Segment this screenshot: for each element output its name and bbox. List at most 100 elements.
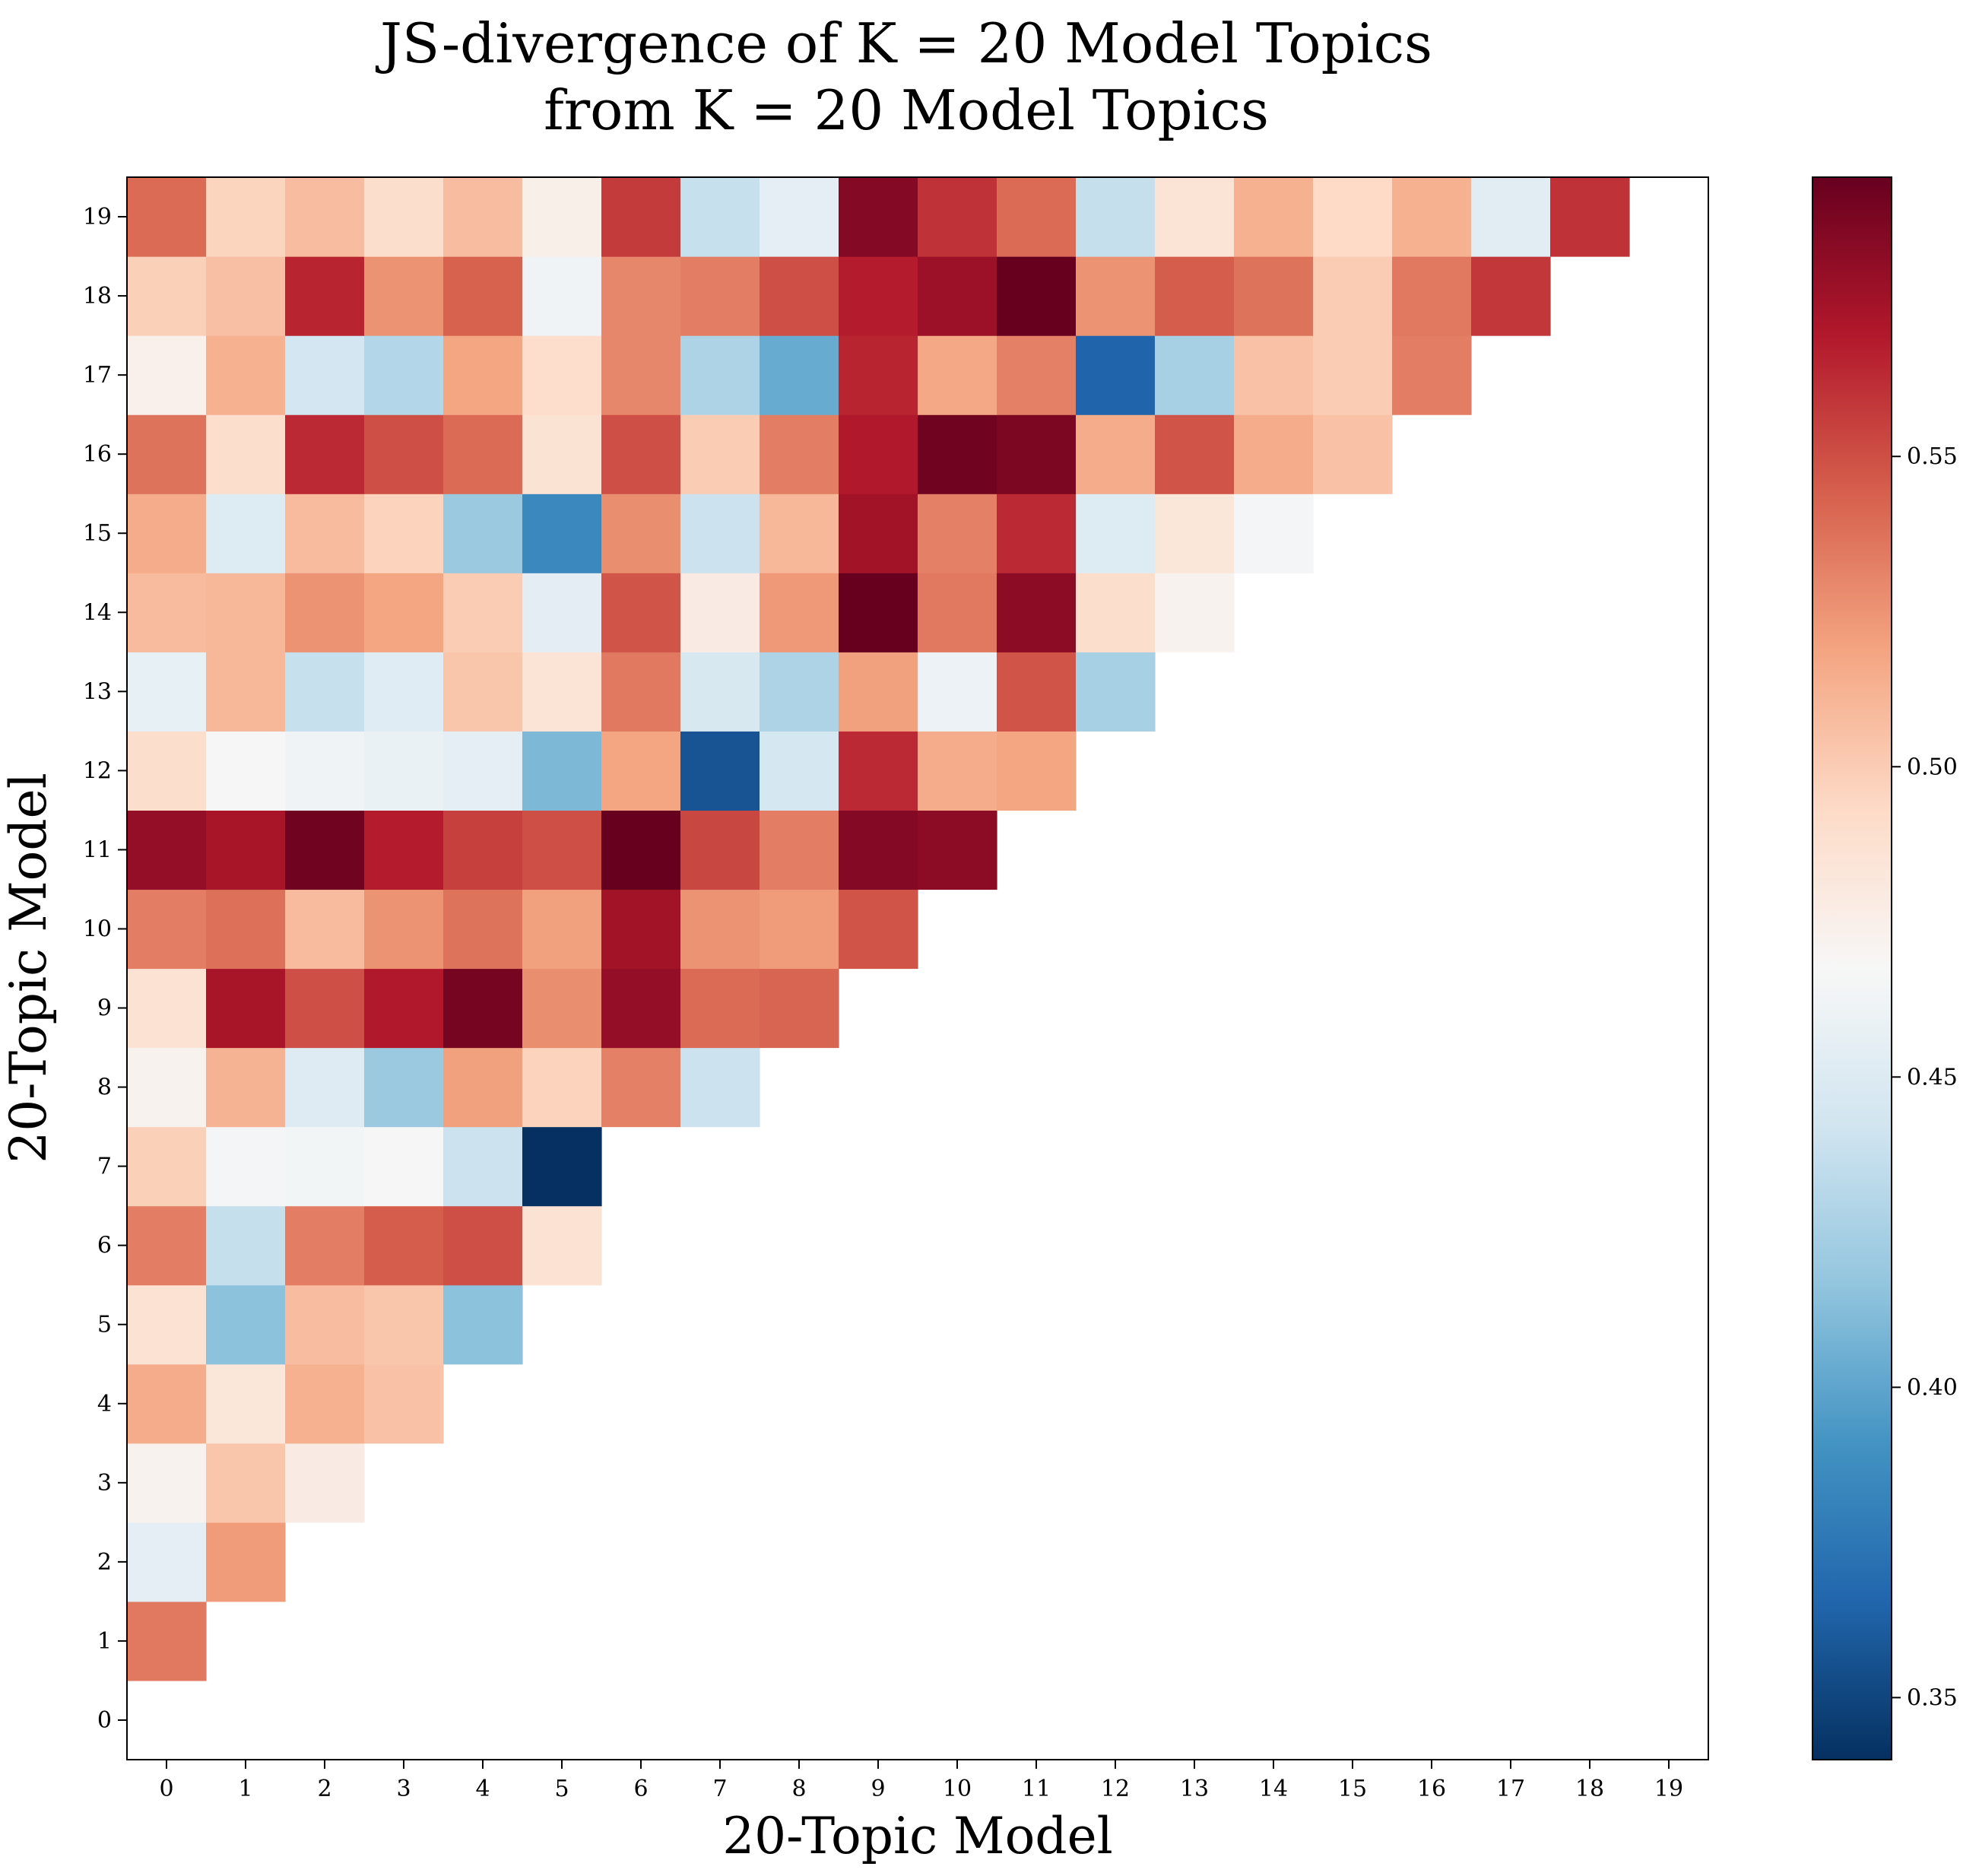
heatmap-cell (918, 573, 997, 652)
heatmap-cell (127, 810, 207, 890)
colorbar-tick-label: 0.55 (1907, 443, 1958, 470)
y-tick-label: 2 (97, 1549, 112, 1576)
heatmap-cell (127, 414, 207, 494)
heatmap-cell (601, 573, 681, 652)
heatmap-cell (206, 573, 286, 652)
heatmap-cell (522, 1205, 602, 1286)
heatmap-cell (839, 177, 918, 257)
heatmap-cell (1550, 177, 1630, 257)
heatmap-cell (760, 889, 839, 970)
y-tick-label: 16 (83, 441, 112, 468)
y-tick-label: 19 (83, 204, 112, 230)
heatmap-cell (1471, 177, 1551, 257)
heatmap-cell (364, 968, 444, 1049)
heatmap-cell (839, 731, 918, 811)
heatmap-cell (680, 335, 760, 415)
chart-title-line-1: JS-divergence of K = 20 Model Topics (375, 11, 1432, 75)
heatmap-cell (680, 810, 760, 890)
y-tick-label: 13 (83, 678, 112, 705)
heatmap-cell (285, 652, 365, 732)
heatmap-cell (760, 731, 839, 811)
y-tick-label: 5 (97, 1312, 112, 1338)
heatmap-cell (206, 335, 286, 415)
y-tick-label: 18 (83, 283, 112, 309)
heatmap-cell (127, 731, 207, 811)
heatmap-cell (127, 968, 207, 1049)
heatmap-cell (1234, 256, 1314, 336)
heatmap-cell (285, 1284, 365, 1365)
y-tick-label: 11 (83, 836, 112, 863)
heatmap-cell (1076, 414, 1156, 494)
heatmap-cell (285, 1205, 365, 1286)
heatmap-cell (364, 810, 444, 890)
heatmap-cell (839, 414, 918, 494)
heatmap-cell (839, 256, 918, 336)
heatmap-cell (1471, 256, 1551, 336)
y-tick-label: 12 (83, 757, 112, 784)
heatmap-cell (1313, 414, 1393, 494)
heatmap-cell (364, 731, 444, 811)
heatmap-cell (601, 810, 681, 890)
heatmap-cell (443, 335, 523, 415)
heatmap-cell (206, 810, 286, 890)
heatmap-cell (760, 414, 839, 494)
y-tick-label: 6 (97, 1233, 112, 1259)
y-tick-label: 8 (97, 1074, 112, 1101)
plot-frame (126, 176, 1709, 1760)
heatmap-cell (1234, 177, 1314, 257)
x-tick-label: 13 (1180, 1776, 1209, 1802)
x-tick-label: 16 (1417, 1776, 1446, 1802)
heatmap-cell (206, 652, 286, 732)
heatmap-cell (285, 256, 365, 336)
heatmap-cell (522, 335, 602, 415)
heatmap-cell (680, 731, 760, 811)
heatmap-cell (918, 494, 997, 573)
heatmap-cell (285, 494, 365, 573)
heatmap-cell (285, 573, 365, 652)
chart-title-line-2: from K = 20 Model Topics (544, 78, 1269, 142)
heatmap-cell (1155, 414, 1235, 494)
heatmap-cell (443, 731, 523, 811)
heatmap-cell (680, 573, 760, 652)
heatmap-cell (601, 968, 681, 1049)
heatmap-cell (443, 889, 523, 970)
heatmap-cell (918, 414, 997, 494)
heatmap-cell (364, 1284, 444, 1365)
heatmap-cell (918, 335, 997, 415)
heatmap-cell (601, 335, 681, 415)
heatmap-cell (285, 1126, 365, 1207)
heatmap-cell (443, 177, 523, 257)
x-tick-label: 7 (712, 1776, 727, 1802)
y-tick-label: 7 (97, 1154, 112, 1180)
heatmap-cell (1155, 335, 1235, 415)
heatmap-cell (601, 177, 681, 257)
heatmap-cell (522, 1047, 602, 1128)
x-tick-label: 9 (871, 1776, 885, 1802)
x-tick-label: 14 (1259, 1776, 1288, 1802)
x-tick-label: 8 (791, 1776, 806, 1802)
y-tick-label: 15 (83, 520, 112, 547)
heatmap-cell (206, 494, 286, 573)
heatmap-cell (522, 731, 602, 811)
heatmap-cell (127, 494, 207, 573)
heatmap-cell (285, 968, 365, 1049)
heatmap-cell (522, 414, 602, 494)
colorbar-tick-label: 0.35 (1907, 1684, 1958, 1711)
heatmap-cell (839, 573, 918, 652)
heatmap-cell (522, 968, 602, 1049)
heatmap-cell (601, 889, 681, 970)
heatmap-cell (364, 335, 444, 415)
heatmap-cell (1076, 177, 1156, 257)
heatmap-cell (522, 889, 602, 970)
heatmap-cell (206, 731, 286, 811)
heatmap-cell (206, 1284, 286, 1365)
heatmap-cell (918, 652, 997, 732)
heatmap-cell (1155, 494, 1235, 573)
y-tick-label: 14 (83, 599, 112, 626)
heatmap-cell (680, 256, 760, 336)
heatmap-cell (443, 1126, 523, 1207)
heatmap-cell (443, 1284, 523, 1365)
heatmap-cell (522, 494, 602, 573)
heatmap-cell (285, 1047, 365, 1128)
heatmap-cell (760, 968, 839, 1049)
